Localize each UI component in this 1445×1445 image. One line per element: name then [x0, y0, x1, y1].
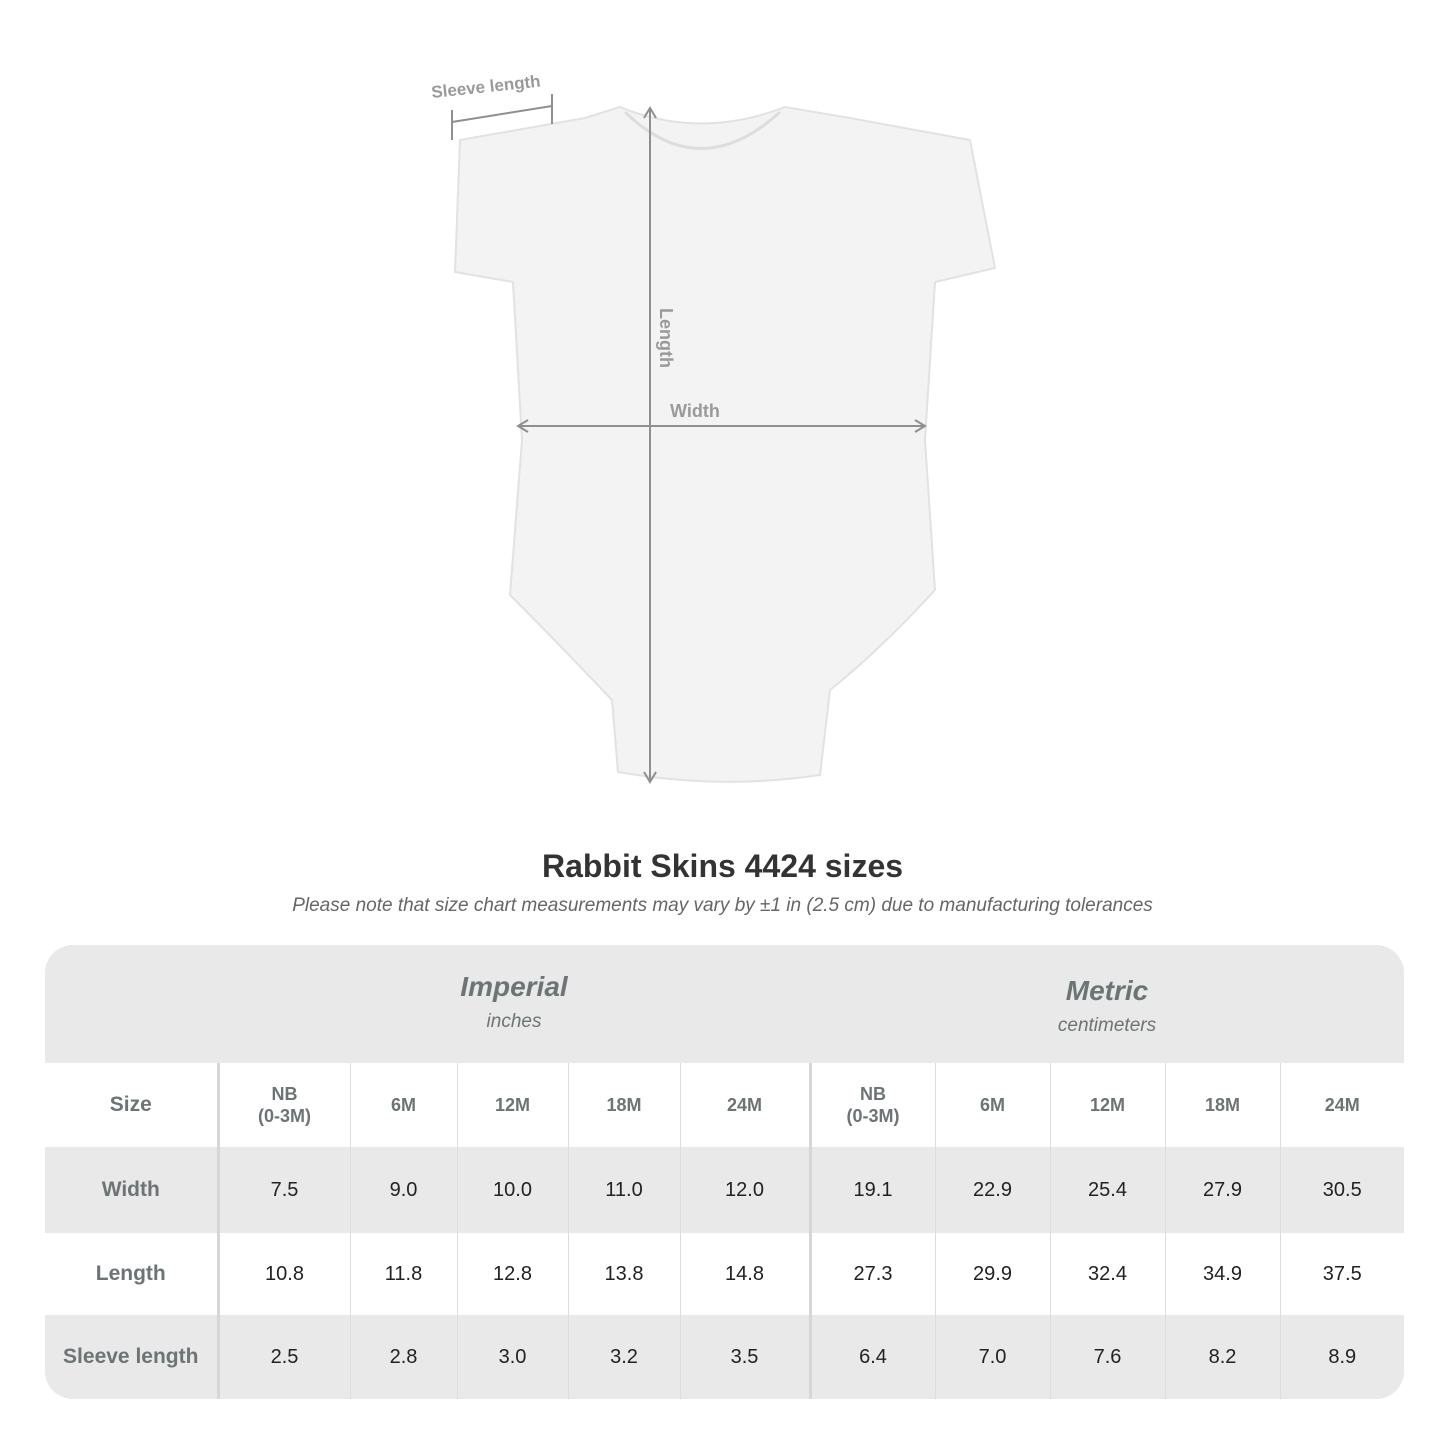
row-label: Sleeve length — [45, 1315, 218, 1399]
tolerance-note: Please note that size chart measurements… — [292, 895, 1153, 916]
imperial-value: 11.0 — [567, 1147, 680, 1233]
row-label: Length — [45, 1233, 218, 1315]
imperial-value: 3.5 — [679, 1315, 810, 1399]
metric-size-1: 6M — [934, 1063, 1050, 1147]
imperial-title: Imperial — [460, 971, 568, 1002]
metric-value: 30.5 — [1279, 1147, 1404, 1233]
imperial-value: 11.8 — [349, 1233, 457, 1315]
row-label: Width — [45, 1147, 218, 1233]
imperial-size-4: 24M — [679, 1063, 810, 1147]
imperial-value: 3.0 — [456, 1315, 568, 1399]
metric-value: 25.4 — [1049, 1147, 1165, 1233]
imperial-value: 12.0 — [679, 1147, 810, 1233]
size-label: Size — [45, 1063, 218, 1147]
onesie-diagram: Sleeve length Length Width — [430, 72, 997, 784]
metric-size-4: 24M — [1279, 1063, 1404, 1147]
metric-value: 37.5 — [1279, 1233, 1404, 1315]
table-row: Width 7.5 9.0 10.0 11.0 12.0 19.1 22.9 25.4 27.9 3… — [45, 1147, 1404, 1233]
size-table: Imperial inches Metric centimeters Size N… — [45, 945, 1404, 1399]
size-header-row: Size NB (0-3M) 6M 12M 18M 24M NB (0-3M) 6M 12M 18… — [45, 1063, 1404, 1147]
metric-value: 22.9 — [934, 1147, 1050, 1233]
metric-value: 27.3 — [808, 1233, 935, 1315]
metric-value: 19.1 — [808, 1147, 935, 1233]
metric-unit: centimeters — [1057, 1015, 1157, 1036]
imperial-value: 3.2 — [567, 1315, 680, 1399]
metric-value: 32.4 — [1049, 1233, 1165, 1315]
metric-value: 34.9 — [1164, 1233, 1280, 1315]
imperial-header: Imperial inches — [218, 945, 810, 1063]
imperial-value: 7.5 — [216, 1147, 350, 1233]
imperial-size-1: 6M — [349, 1063, 457, 1147]
table-row: Sleeve length 2.5 2.8 3.0 3.2 3.5 6.4 7.0 7.6 8.2… — [45, 1315, 1404, 1399]
metric-value: 8.2 — [1164, 1315, 1280, 1399]
metric-size-2: 12M — [1049, 1063, 1165, 1147]
imperial-value: 2.5 — [216, 1315, 350, 1399]
width-label: Width — [670, 401, 720, 421]
measurements-table: Size NB (0-3M) 6M 12M 18M 24M NB (0-3M) 6M 12M 18… — [45, 1063, 1404, 1399]
imperial-unit: inches — [486, 1011, 542, 1032]
imperial-value: 10.0 — [456, 1147, 568, 1233]
imperial-size-0: NB (0-3M) — [216, 1063, 350, 1147]
chart-title: Rabbit Skins 4424 sizes — [541, 848, 904, 884]
metric-value: 7.6 — [1049, 1315, 1165, 1399]
imperial-value: 10.8 — [216, 1233, 350, 1315]
metric-value: 29.9 — [934, 1233, 1050, 1315]
imperial-value: 12.8 — [456, 1233, 568, 1315]
metric-value: 7.0 — [934, 1315, 1050, 1399]
metric-value: 8.9 — [1279, 1315, 1404, 1399]
metric-value: 6.4 — [808, 1315, 935, 1399]
imperial-value: 14.8 — [679, 1233, 810, 1315]
metric-value: 27.9 — [1164, 1147, 1280, 1233]
imperial-value: 13.8 — [567, 1233, 680, 1315]
imperial-value: 9.0 — [349, 1147, 457, 1233]
metric-size-3: 18M — [1164, 1063, 1280, 1147]
imperial-size-3: 18M — [567, 1063, 680, 1147]
sleeve-length-label: Sleeve length — [430, 72, 541, 102]
imperial-value: 2.8 — [349, 1315, 457, 1399]
table-row: Length 10.8 11.8 12.8 13.8 14.8 27.3 29.9 32.4 34… — [45, 1233, 1404, 1315]
metric-header: Metric centimeters — [810, 945, 1404, 1063]
imperial-size-2: 12M — [456, 1063, 568, 1147]
metric-size-0: NB (0-3M) — [808, 1063, 935, 1147]
onesie-garment — [453, 105, 997, 783]
metric-title: Metric — [1065, 975, 1149, 1006]
length-label: Length — [656, 308, 676, 368]
